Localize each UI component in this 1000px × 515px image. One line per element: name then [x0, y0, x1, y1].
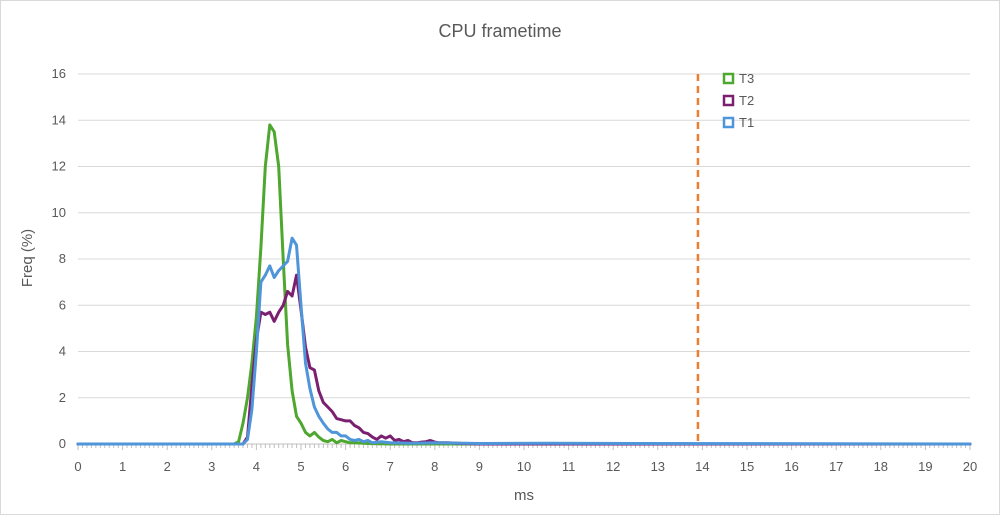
- x-tick-label: 0: [74, 459, 81, 474]
- legend: T3 T2 T1: [722, 71, 754, 130]
- y-tick-label: 10: [52, 205, 66, 220]
- x-tick-label: 20: [963, 459, 977, 474]
- x-tick-label: 3: [208, 459, 215, 474]
- x-tick-label: 7: [387, 459, 394, 474]
- y-tick-label: 0: [59, 436, 66, 451]
- x-tick-label: 10: [517, 459, 531, 474]
- x-axis-label: ms: [514, 487, 534, 504]
- x-tick-label: 5: [297, 459, 304, 474]
- x-tick-label: 13: [651, 459, 665, 474]
- x-tick-label: 15: [740, 459, 754, 474]
- legend-marker-t1: [722, 116, 735, 129]
- series-line-t2: [76, 273, 972, 446]
- legend-label-t3: T3: [739, 71, 754, 86]
- x-tick-label: 6: [342, 459, 349, 474]
- y-tick-label: 14: [52, 112, 66, 127]
- legend-label-t1: T1: [739, 115, 754, 130]
- y-tick-label: 16: [52, 66, 66, 81]
- x-tick-label: 4: [253, 459, 260, 474]
- x-tick-label: 19: [918, 459, 932, 474]
- x-tick-label: 12: [606, 459, 620, 474]
- x-tick-label: 2: [164, 459, 171, 474]
- legend-marker-t3: [722, 72, 735, 85]
- y-axis-label: Freq (%): [19, 229, 36, 287]
- x-tick-label: 16: [784, 459, 798, 474]
- series-line-t3: [76, 123, 972, 446]
- legend-marker-t2: [722, 94, 735, 107]
- x-tick-label: 8: [431, 459, 438, 474]
- series-layer: [76, 123, 972, 446]
- y-tick-label: 12: [52, 159, 66, 174]
- y-tick-label: 4: [59, 344, 66, 359]
- legend-label-t2: T2: [739, 93, 754, 108]
- series-line-t1: [76, 236, 972, 446]
- x-tick-label: 14: [695, 459, 709, 474]
- y-tick-label: 6: [59, 297, 66, 312]
- x-tick-label: 9: [476, 459, 483, 474]
- chart-title: CPU frametime: [438, 21, 561, 41]
- x-tick-label: 18: [874, 459, 888, 474]
- x-tick-label: 1: [119, 459, 126, 474]
- x-tick-label: 11: [562, 459, 576, 474]
- x-tick-label: 17: [829, 459, 843, 474]
- gridlines: [78, 73, 970, 399]
- y-tick-label: 2: [59, 390, 66, 405]
- y-tick-label: 8: [59, 251, 66, 266]
